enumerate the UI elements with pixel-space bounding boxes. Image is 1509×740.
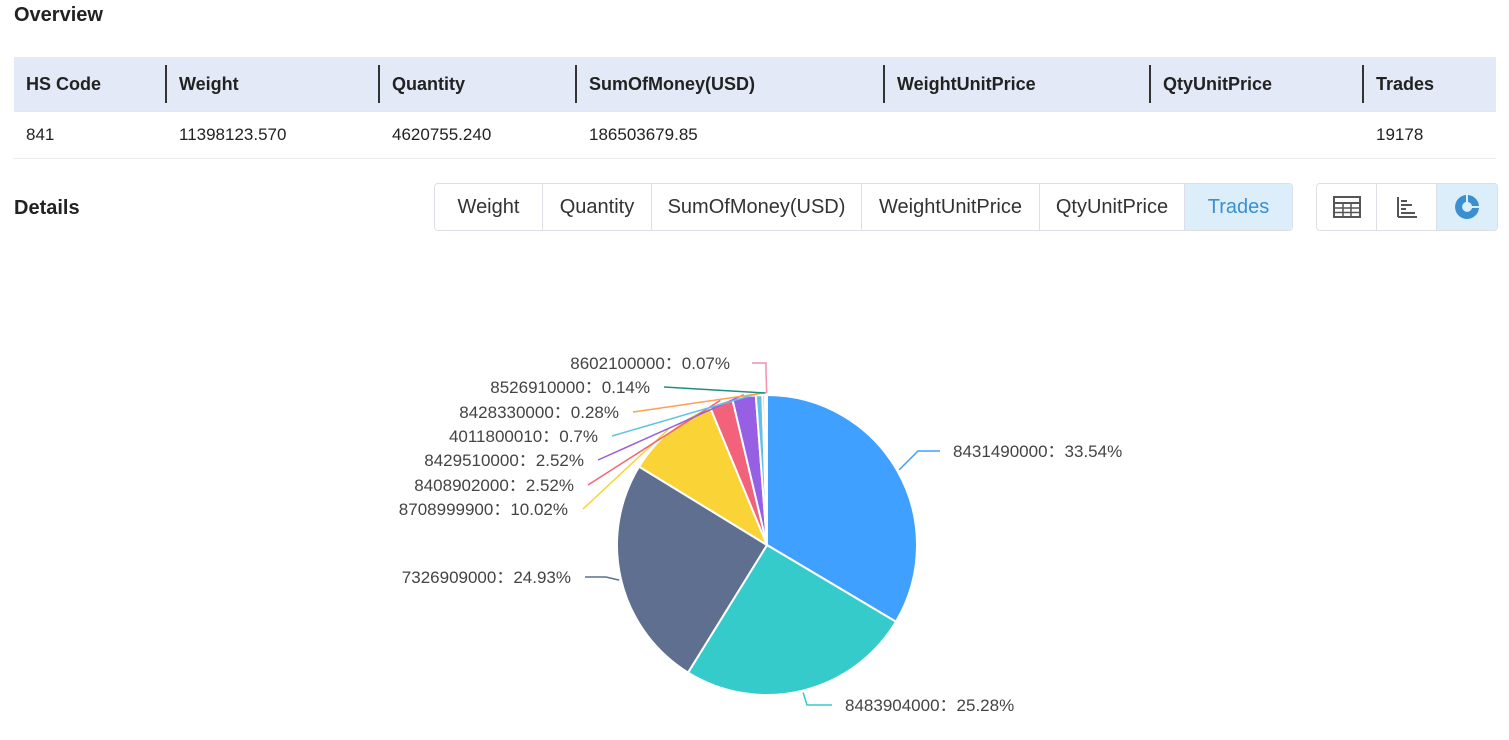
tab-trades[interactable]: Trades xyxy=(1185,184,1292,230)
pie-label-line-8483904000 xyxy=(802,692,832,706)
pie-label-8431490000: 8431490000：33.54% xyxy=(953,442,1122,461)
cell-hs-code: 841 xyxy=(26,125,55,144)
table-icon xyxy=(1332,196,1361,218)
pie-label-line-8431490000 xyxy=(898,450,940,471)
pie-label-8708999900: 8708999900：10.02% xyxy=(399,500,568,519)
header-sum-of-money: SumOfMoney(USD) xyxy=(575,65,883,103)
pie-label-line-7326909000 xyxy=(585,576,620,581)
details-title: Details xyxy=(14,197,80,219)
tab-weight-unit-price[interactable]: WeightUnitPrice xyxy=(862,184,1040,230)
cell-quantity: 4620755.240 xyxy=(392,125,492,144)
bar-chart-icon xyxy=(1396,197,1417,218)
pie-slice-8602100000[interactable] xyxy=(765,393,768,546)
pie-label-8429510000: 8429510000：2.52% xyxy=(424,451,584,470)
pie-slice-8483904000[interactable] xyxy=(686,543,898,696)
tab-weight[interactable]: Weight xyxy=(435,184,543,230)
tab-sum-of-money[interactable]: SumOfMoney(USD) xyxy=(652,184,862,230)
cell-weight: 11398123.570 xyxy=(179,125,287,144)
pie-label-8526910000: 8526910000：0.14% xyxy=(490,378,650,397)
overview-table: HS Code Weight Quantity SumOfMoney(USD) … xyxy=(14,57,1496,159)
header-trades: Trades xyxy=(1362,65,1496,103)
pie-label-8483904000: 8483904000：25.28% xyxy=(845,696,1014,715)
cell-trades: 19178 xyxy=(1376,125,1424,144)
header-weight: Weight xyxy=(165,65,377,103)
pie-label-line-8428330000 xyxy=(632,392,764,413)
table-row: 841 11398123.570 4620755.240 186503679.8… xyxy=(14,112,1496,159)
tab-qty-unit-price[interactable]: QtyUnitPrice xyxy=(1040,184,1185,230)
cell-sum-of-money: 186503679.85 xyxy=(589,125,698,144)
pie-label-8408902000: 8408902000：2.52% xyxy=(414,476,574,495)
header-quantity: Quantity xyxy=(378,65,574,103)
pie-view-button[interactable] xyxy=(1437,184,1497,230)
pie-label-line-4011800010 xyxy=(611,392,760,437)
pie-chart-icon xyxy=(1455,195,1479,219)
bar-view-button[interactable] xyxy=(1377,184,1437,230)
table-view-button[interactable] xyxy=(1317,184,1377,230)
pie-label-line-8602100000 xyxy=(752,362,768,394)
metric-tabs: Weight Quantity SumOfMoney(USD) WeightUn… xyxy=(434,183,1293,231)
pie-label-7326909000: 7326909000：24.93% xyxy=(402,568,571,587)
pie-slice-8431490000[interactable] xyxy=(766,393,918,624)
header-weight-unit-price: WeightUnitPrice xyxy=(883,65,1149,103)
pie-label-8602100000: 8602100000：0.07% xyxy=(570,354,730,373)
tab-quantity[interactable]: Quantity xyxy=(543,184,652,230)
pie-label-4011800010: 4011800010：0.7% xyxy=(449,427,598,446)
pie-label-line-8429510000 xyxy=(597,394,745,461)
pie-label-8428330000: 8428330000：0.28% xyxy=(459,403,619,422)
header-qty-unit-price: QtyUnitPrice xyxy=(1149,65,1362,103)
pie-slice-7326909000[interactable] xyxy=(616,465,769,674)
pie-label-line-8526910000 xyxy=(663,386,766,394)
cell-weight-unit-price xyxy=(885,112,1151,158)
pie-chart: 8431490000：33.54% 8483904000：25.28% 732690… xyxy=(399,354,1122,715)
header-hs-code: HS Code xyxy=(26,73,102,94)
view-toggle-group xyxy=(1316,183,1498,231)
table-header-row: HS Code Weight Quantity SumOfMoney(USD) … xyxy=(14,57,1496,112)
overview-title: Overview xyxy=(14,4,103,26)
cell-qty-unit-price xyxy=(1151,112,1364,158)
